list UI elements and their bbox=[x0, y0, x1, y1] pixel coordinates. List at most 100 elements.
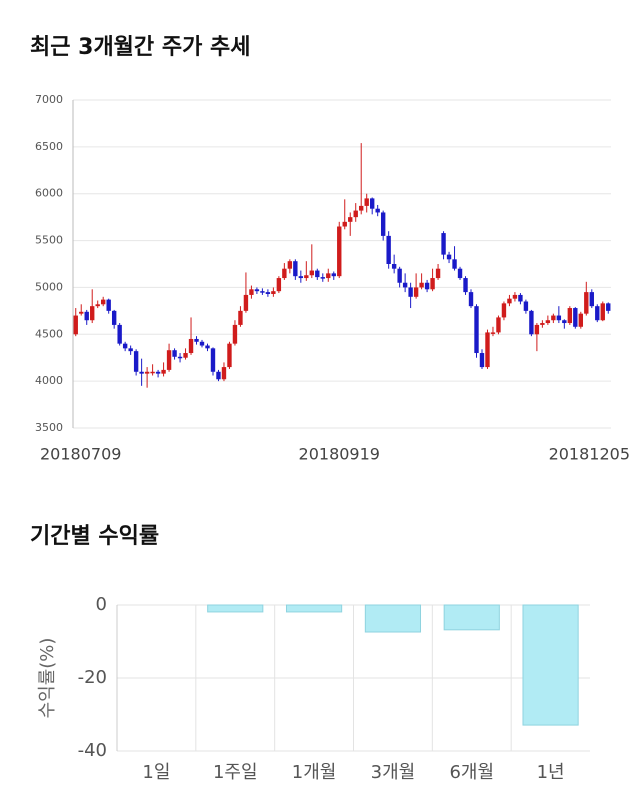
candle-body bbox=[194, 338, 199, 342]
candle-body bbox=[337, 226, 342, 277]
candle-body bbox=[133, 351, 139, 372]
bar bbox=[364, 604, 422, 633]
candle-body bbox=[183, 353, 188, 358]
candle-body bbox=[523, 301, 529, 311]
y-tick-label: -20 bbox=[78, 667, 107, 688]
candle-body bbox=[441, 233, 446, 255]
candle-body bbox=[342, 221, 347, 227]
candle-body bbox=[232, 324, 238, 344]
candle-body bbox=[419, 282, 424, 288]
candle-body bbox=[205, 345, 210, 349]
candle-body bbox=[551, 315, 556, 321]
candle-body bbox=[375, 208, 380, 213]
candle-body bbox=[507, 298, 512, 304]
candle-body bbox=[238, 310, 243, 325]
x-tick-label: 20180919 bbox=[299, 445, 380, 464]
candle-body bbox=[331, 273, 336, 277]
candle-body bbox=[556, 315, 562, 321]
y-tick-label: 7000 bbox=[35, 93, 63, 106]
x-tick-label: 20181205 bbox=[549, 445, 630, 464]
candle-body bbox=[512, 294, 518, 299]
candle-body bbox=[386, 235, 391, 264]
chart-title: 최근 3개월간 주가 추세 bbox=[30, 35, 250, 60]
y-tick-label: 4500 bbox=[35, 327, 63, 340]
candle-body bbox=[534, 324, 540, 335]
candle-body bbox=[188, 338, 194, 354]
candle-body bbox=[567, 308, 573, 324]
candle-body bbox=[177, 356, 183, 359]
candle-body bbox=[545, 320, 551, 324]
candle-body bbox=[150, 371, 155, 374]
candle-body bbox=[100, 299, 106, 305]
candle-body bbox=[265, 292, 271, 294]
candle-body bbox=[79, 311, 84, 314]
y-tick-label: 5000 bbox=[35, 280, 63, 293]
x-tick-label: 1일 bbox=[142, 762, 170, 783]
candle-body bbox=[380, 212, 386, 236]
candle-body bbox=[606, 303, 611, 311]
candle-body bbox=[172, 350, 177, 357]
candle-body bbox=[479, 353, 485, 368]
candle-body bbox=[276, 278, 282, 292]
candle-body bbox=[468, 292, 474, 307]
candle-body bbox=[210, 348, 216, 372]
y-tick-label: 3500 bbox=[35, 421, 63, 434]
bar bbox=[285, 604, 343, 613]
candle-body bbox=[128, 348, 133, 352]
x-tick-label: 6개월 bbox=[449, 762, 494, 783]
candle-body bbox=[402, 282, 408, 288]
candle-body bbox=[309, 270, 315, 276]
candle-body bbox=[216, 371, 221, 380]
candle-body bbox=[90, 306, 95, 321]
candle-body bbox=[397, 268, 402, 283]
candle-body bbox=[446, 254, 452, 260]
candle-body bbox=[463, 278, 468, 293]
candle-body bbox=[457, 268, 463, 279]
x-tick-label: 20180709 bbox=[40, 445, 121, 464]
x-tick-label: 1개월 bbox=[292, 762, 337, 783]
candle-body bbox=[106, 299, 111, 311]
candle-body bbox=[243, 294, 249, 311]
candle-body bbox=[496, 317, 501, 333]
x-tick-label: 3개월 bbox=[371, 762, 416, 783]
candle-body bbox=[73, 315, 78, 335]
candle-body bbox=[155, 371, 161, 374]
candle-body bbox=[578, 313, 584, 327]
candle-body bbox=[490, 332, 496, 334]
candle-body bbox=[293, 261, 298, 277]
candle-body bbox=[320, 277, 325, 279]
x-tick-label: 1년 bbox=[537, 762, 565, 783]
candle-body bbox=[369, 198, 375, 209]
candle-body bbox=[304, 275, 309, 279]
candle-body bbox=[359, 205, 364, 211]
candle-body bbox=[139, 371, 144, 374]
y-tick-label: 5500 bbox=[35, 234, 63, 247]
candle-body bbox=[111, 310, 117, 325]
candle-body bbox=[117, 324, 122, 344]
chart-title: 기간별 수익률 bbox=[30, 524, 159, 549]
candle-body bbox=[199, 341, 205, 346]
y-tick-label: 6000 bbox=[35, 187, 63, 200]
candle-body bbox=[227, 343, 232, 368]
candle-body bbox=[249, 289, 254, 295]
candle-body bbox=[364, 198, 369, 206]
candle-body bbox=[122, 343, 128, 349]
candle-body bbox=[271, 291, 276, 294]
candle-body bbox=[391, 264, 397, 269]
candle-body bbox=[430, 278, 435, 290]
y-tick-label: 4000 bbox=[35, 374, 63, 387]
candle-body bbox=[584, 292, 589, 314]
candle-body bbox=[144, 371, 150, 374]
candle-body bbox=[424, 282, 430, 290]
candle-body bbox=[518, 294, 523, 302]
candle-body bbox=[260, 291, 265, 293]
y-tick-label: -40 bbox=[78, 740, 107, 761]
candle-body bbox=[95, 304, 100, 307]
candle-body bbox=[529, 310, 534, 335]
candle-body bbox=[573, 308, 578, 327]
y-axis-label: 수익률(%) bbox=[37, 638, 58, 719]
candle-body bbox=[595, 306, 600, 321]
candle-body bbox=[298, 276, 304, 279]
candle-body bbox=[282, 268, 287, 279]
